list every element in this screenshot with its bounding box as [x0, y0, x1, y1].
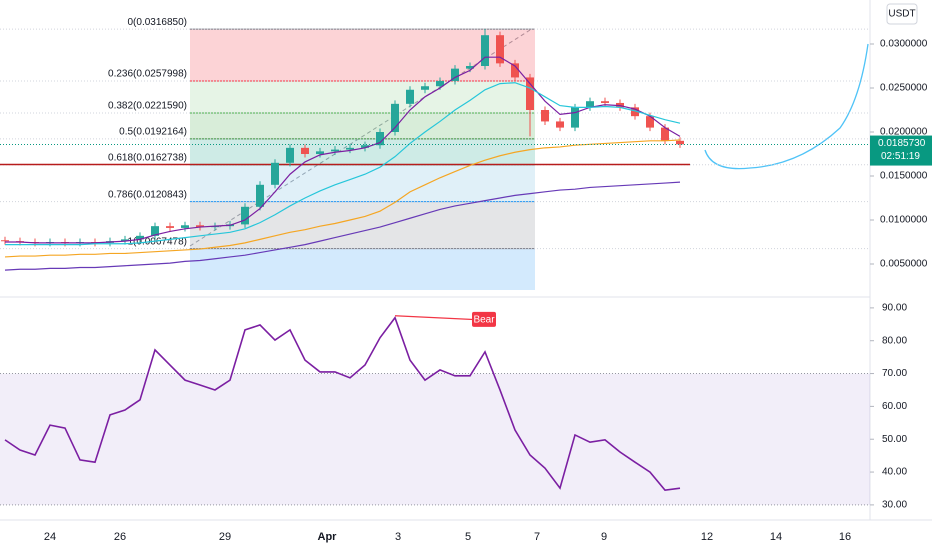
- candle-body: [241, 206, 249, 225]
- fib-label: 0.786(0.0120843): [108, 189, 187, 200]
- moving-average: [4, 181, 681, 271]
- candle-body: [676, 140, 684, 145]
- x-tick-label: 3: [395, 531, 401, 543]
- y-tick-label: 70.00: [882, 368, 907, 379]
- y-tick-label: 0.0100000: [880, 215, 928, 226]
- y-tick-label: 40.00: [882, 467, 907, 478]
- candle-body: [421, 86, 429, 90]
- moving-average: [5, 56, 681, 244]
- moving-average: [5, 82, 681, 246]
- y-tick-label: 90.00: [882, 303, 907, 314]
- candle-body: [646, 116, 654, 128]
- fib-label: 0.5(0.0192164): [119, 127, 187, 138]
- candle-body: [151, 226, 159, 236]
- candle-body: [361, 145, 369, 148]
- x-tick-label: 16: [839, 531, 851, 543]
- y-tick-label: 80.00: [882, 335, 907, 346]
- candle-body: [181, 225, 189, 228]
- candle-body: [586, 101, 594, 108]
- candle-body: [271, 162, 279, 185]
- fib-band: [190, 164, 535, 202]
- annotation-label: Bear: [473, 315, 495, 326]
- x-tick-label: 7: [534, 531, 540, 543]
- candle-body: [631, 107, 639, 117]
- x-tick-label: Apr: [318, 531, 338, 543]
- candle-body: [526, 77, 534, 110]
- currency-button[interactable]: [886, 3, 918, 25]
- candle-body: [436, 80, 444, 87]
- candle-body: [406, 89, 414, 104]
- candle-body: [466, 66, 474, 69]
- x-tick-label: 26: [114, 531, 126, 543]
- x-tick-label: 29: [219, 531, 231, 543]
- y-tick-label: 0.0250000: [880, 83, 928, 94]
- candle-body: [166, 226, 174, 228]
- divergence-line: [394, 315, 482, 321]
- candle-body: [481, 35, 489, 66]
- fib-label: 0.236(0.0257998): [108, 69, 187, 80]
- candle-body: [301, 147, 309, 154]
- countdown-label: 02:51:19: [881, 151, 920, 162]
- candle-body: [556, 121, 564, 128]
- candle-body: [331, 149, 339, 152]
- rsi-line: [4, 316, 681, 491]
- y-tick-label: 0.0200000: [880, 127, 928, 138]
- last-price-label: 0.0185730: [878, 138, 926, 149]
- y-tick-label: 50.00: [882, 434, 907, 445]
- candle-body: [541, 110, 549, 122]
- candle-body: [346, 147, 354, 150]
- candle-body: [451, 68, 459, 81]
- y-tick-label: 0.0300000: [880, 39, 928, 50]
- annotation-box: [472, 311, 496, 327]
- candle-body: [661, 127, 669, 141]
- fib-label: 0(0.0316850): [128, 17, 188, 28]
- fib-band: [190, 29, 535, 81]
- y-tick-label: 30.00: [882, 500, 907, 511]
- candle-body: [511, 63, 519, 78]
- candle-body: [1, 240, 9, 242]
- projection-curve: [704, 43, 869, 170]
- candle-body: [286, 147, 294, 163]
- candle-body: [601, 101, 609, 103]
- fib-label: 0.382(0.0221590): [108, 101, 187, 112]
- fib-label: 0.618(0.0162738): [108, 152, 187, 163]
- x-tick-label: 5: [465, 531, 471, 543]
- candle-body: [571, 107, 579, 128]
- fib-band: [190, 80, 535, 114]
- candle-body: [376, 132, 384, 146]
- rsi-band: [0, 373, 870, 505]
- candle-body: [121, 239, 129, 242]
- candle-body: [196, 225, 204, 228]
- x-tick-label: 12: [701, 531, 713, 543]
- candle-body: [136, 235, 144, 240]
- candle-body: [496, 35, 504, 64]
- x-tick-label: 24: [44, 531, 56, 543]
- candle-body: [256, 184, 264, 207]
- y-tick-label: 60.00: [882, 401, 907, 412]
- moving-average: [4, 139, 681, 258]
- candle-body: [391, 103, 399, 132]
- fib-band: [190, 138, 535, 165]
- last-price-tag: [870, 135, 932, 166]
- y-tick-label: 0.0150000: [880, 171, 928, 182]
- x-tick-label: 14: [770, 531, 782, 543]
- x-tick-label: 9: [601, 531, 607, 543]
- fib-band: [190, 113, 535, 139]
- fib-band: [190, 248, 535, 290]
- currency-label: USDT: [888, 9, 915, 20]
- candle-body: [316, 151, 324, 154]
- fib-label: 1(0.0067478): [128, 236, 188, 247]
- y-tick-label: 0.0050000: [880, 259, 928, 270]
